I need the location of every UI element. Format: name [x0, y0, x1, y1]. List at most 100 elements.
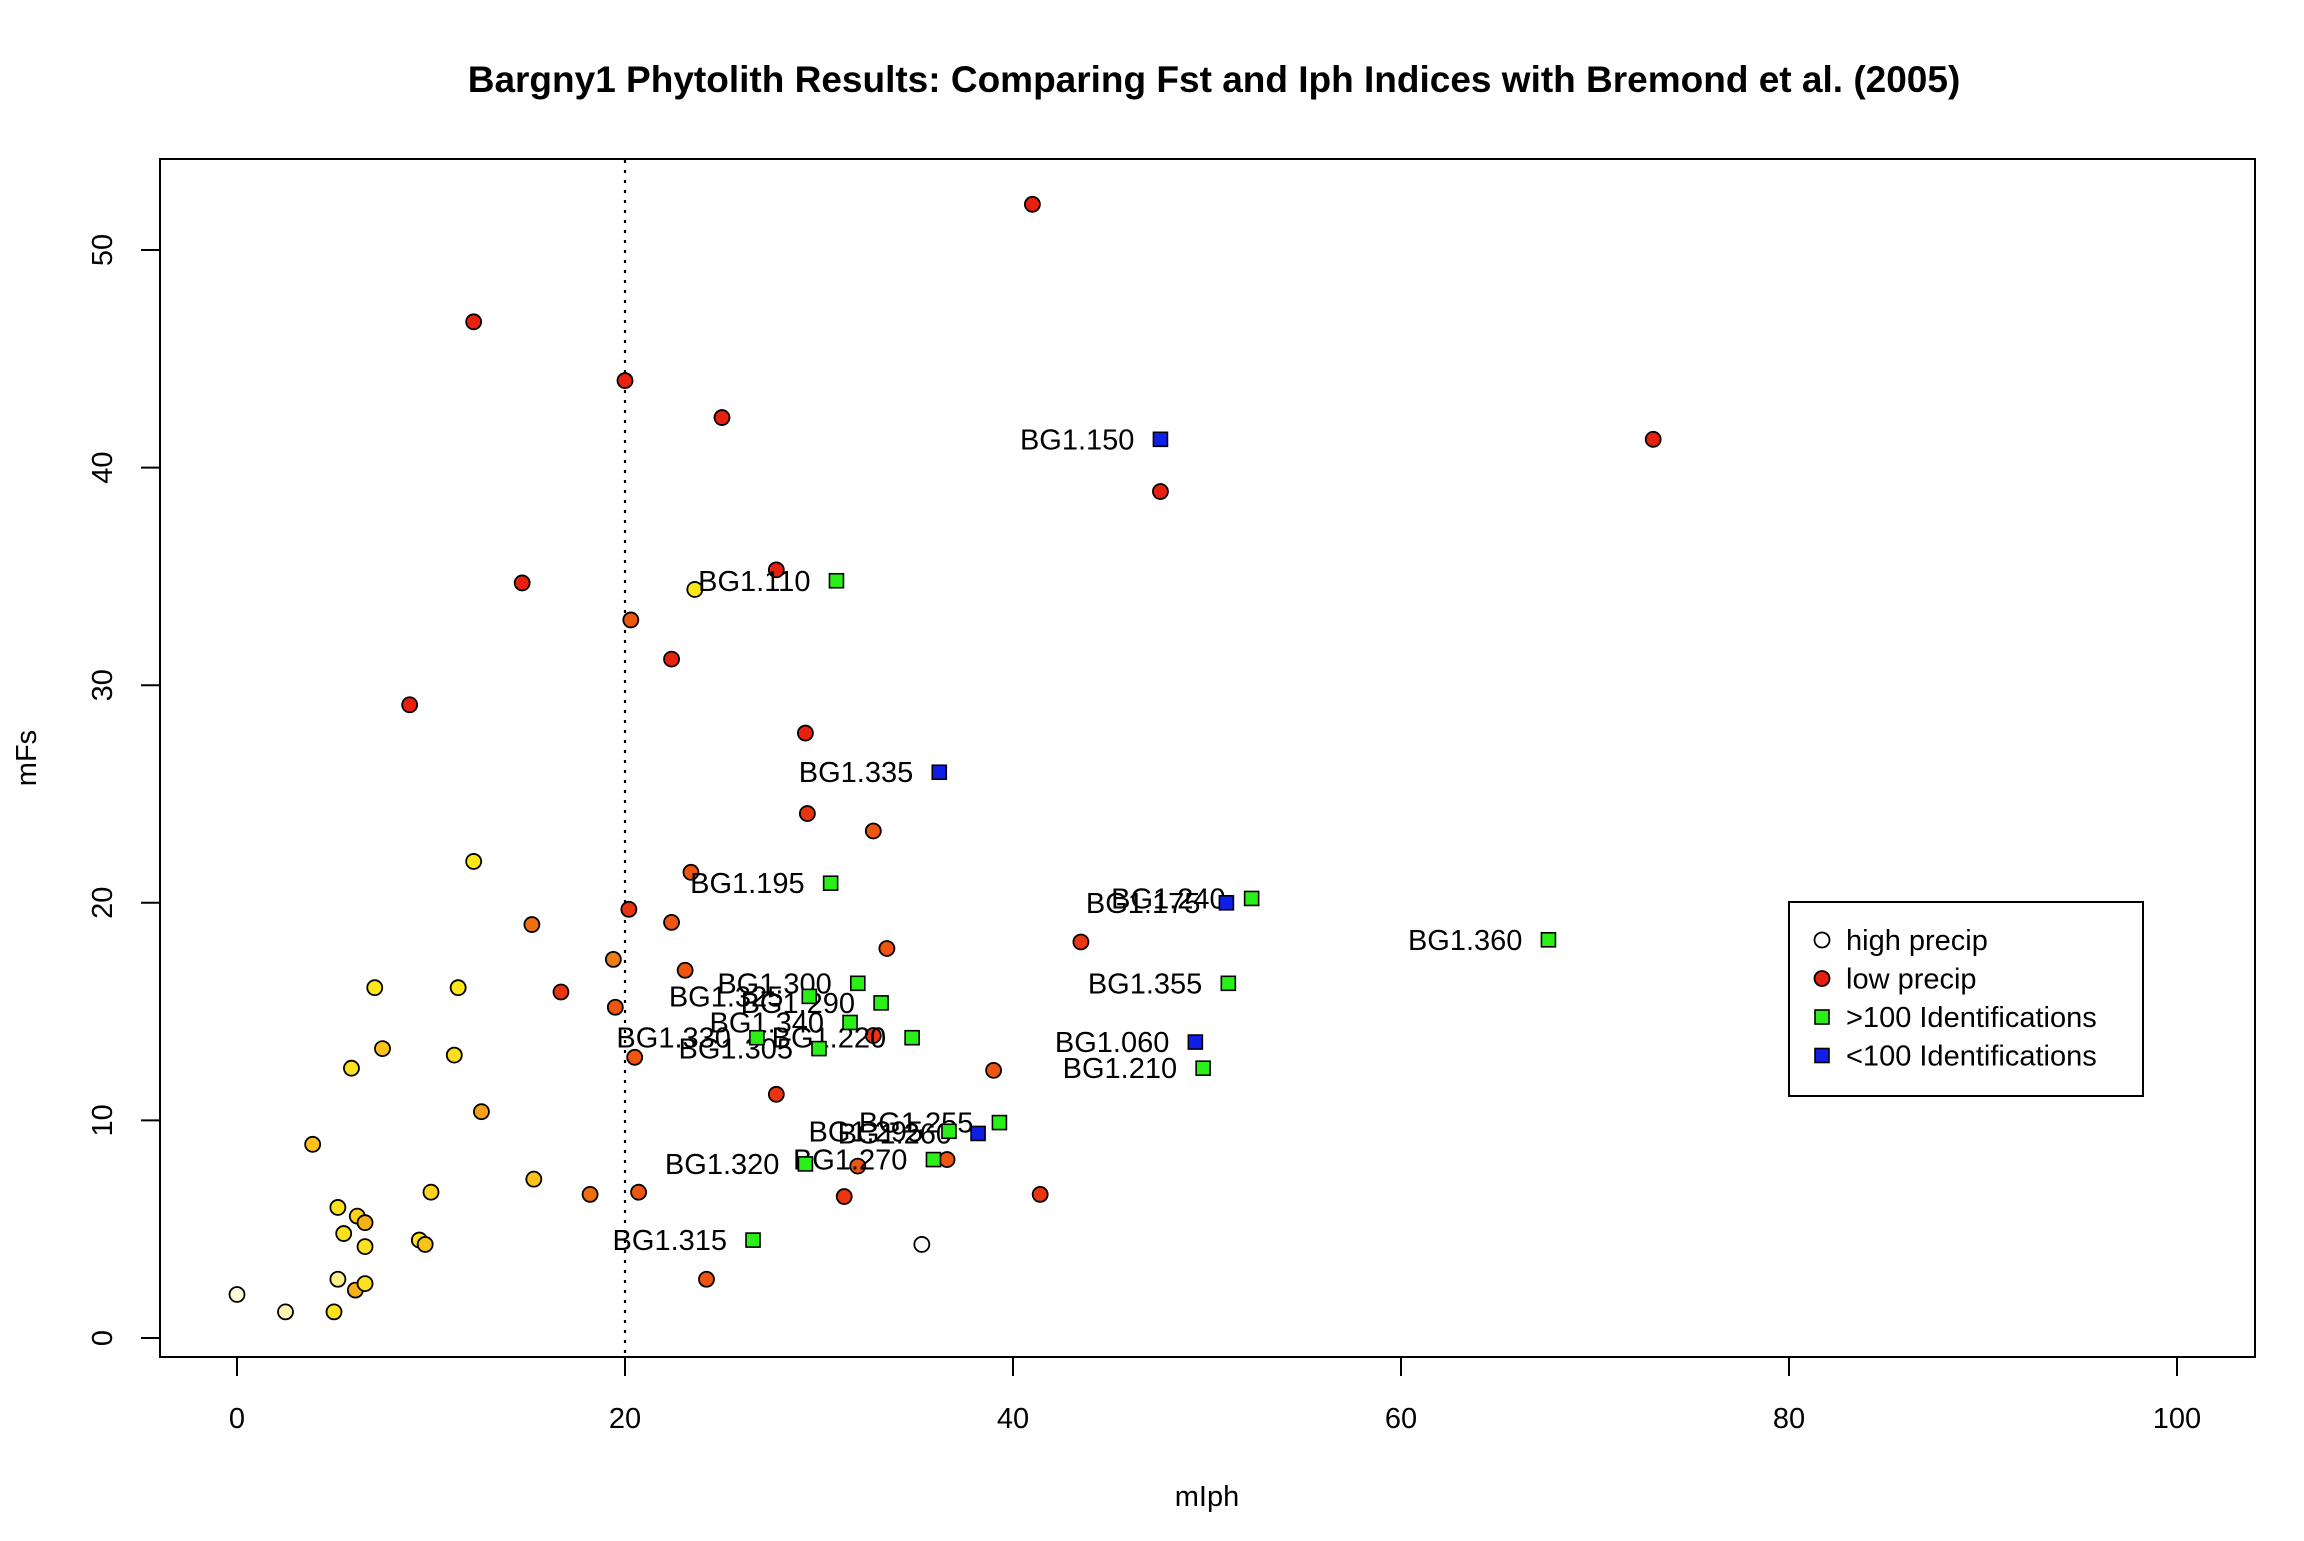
- sample-label: BG1.330: [616, 1023, 730, 1055]
- x-tick-label: 60: [1385, 1403, 1417, 1435]
- reference-point: [1072, 933, 1090, 951]
- sample-point: [1195, 1060, 1211, 1076]
- chart-title: Bargny1 Phytolith Results: Comparing Fst…: [468, 59, 1961, 100]
- reference-point: [1152, 483, 1169, 500]
- sample-label: BG1.060: [1055, 1027, 1169, 1059]
- sample-point: [797, 1156, 814, 1172]
- sample-point: [1540, 931, 1557, 948]
- reference-point: [1031, 1185, 1049, 1203]
- sample-point: [904, 1029, 920, 1046]
- reference-point: [366, 979, 384, 997]
- sample-point: [941, 1123, 957, 1140]
- sample-point: [811, 1040, 827, 1057]
- x-tick-label: 100: [2153, 1403, 2201, 1435]
- reference-point: [465, 313, 483, 331]
- sample-label: BG1.240: [1111, 883, 1225, 915]
- reference-point: [686, 581, 704, 598]
- reference-point: [552, 983, 570, 1001]
- sample-label: BG1.335: [799, 757, 913, 789]
- legend-marker: [1813, 931, 1831, 949]
- sample-labels: BG1.150 BG1.110 BG1.335 BG1.195 BG1.240BG1.1…: [613, 424, 1523, 1257]
- reference-point: [626, 1048, 644, 1066]
- sample-label: BG1.355: [1088, 968, 1202, 1000]
- sample-label: BG1.220: [772, 1023, 886, 1055]
- sample-point: [1218, 894, 1235, 911]
- sample-label: BG1.175: [1086, 888, 1200, 920]
- legend-marker: [1814, 1009, 1830, 1025]
- reference-point: [465, 853, 483, 870]
- sample-label: BG1.325: [669, 981, 783, 1013]
- reference-point: [620, 900, 638, 918]
- reference-point: [329, 1270, 347, 1288]
- y-tick-label: 50: [87, 234, 119, 266]
- sample-point: [745, 1232, 761, 1248]
- reference-point: [473, 1103, 490, 1121]
- reference-point: [663, 913, 680, 931]
- y-tick-label: 20: [87, 887, 119, 919]
- reference-point: [356, 1238, 374, 1256]
- sample-label: BG1.305: [679, 1034, 793, 1066]
- reference-point: [767, 1085, 785, 1103]
- sample-point: [873, 995, 889, 1011]
- legend: high precip low precip >100 Identification…: [1788, 901, 2144, 1097]
- reference-point: [606, 998, 624, 1016]
- reference-points: [228, 195, 1662, 1321]
- reference-point: [663, 650, 680, 668]
- sample-point: [1152, 431, 1169, 448]
- legend-label: <100 Identifications: [1846, 1041, 2097, 1073]
- sample-point: [801, 988, 818, 1005]
- sample-point: [749, 1029, 765, 1046]
- reference-point: [767, 561, 785, 579]
- reference-point: [329, 1199, 347, 1216]
- sample-label: BG1.150: [1020, 424, 1134, 456]
- x-tick-label: 20: [609, 1403, 641, 1435]
- reference-point: [416, 1236, 434, 1253]
- reference-point: [713, 409, 731, 426]
- reference-point: [622, 611, 640, 629]
- reference-point: [356, 1214, 374, 1232]
- reference-point: [374, 1040, 391, 1057]
- reference-point: [401, 696, 419, 714]
- sample-point: [828, 572, 845, 589]
- legend-box: [1788, 901, 2144, 1097]
- reference-point: [797, 724, 814, 742]
- x-tick-label: 80: [1773, 1403, 1805, 1435]
- reference-point: [513, 574, 531, 592]
- sample-label: BG1.110: [698, 566, 810, 598]
- x-tick-label: 0: [229, 1403, 245, 1435]
- reference-point: [698, 1270, 715, 1288]
- reference-point: [985, 1061, 1002, 1079]
- reference-point: [422, 1183, 440, 1201]
- reference-point: [1024, 195, 1041, 213]
- reference-point: [864, 1027, 882, 1044]
- reference-point: [878, 940, 896, 957]
- reference-point: [523, 916, 541, 933]
- x-axis: 0 20 40 60 80 100: [229, 1356, 2201, 1435]
- reference-point: [228, 1286, 246, 1303]
- reference-point: [835, 1188, 853, 1205]
- reference-point: [356, 1275, 374, 1292]
- y-tick-label: 10: [87, 1104, 119, 1136]
- y-tick-label: 40: [87, 451, 119, 483]
- reference-point: [913, 1236, 931, 1253]
- sample-label: BG1.290: [741, 988, 855, 1020]
- sample-label: BG1.295: [808, 1116, 922, 1148]
- reference-point: [277, 1303, 294, 1321]
- legend-label: low precip: [1846, 964, 1977, 996]
- sample-point: [1220, 975, 1237, 992]
- reference-point: [304, 1135, 322, 1153]
- reference-point: [676, 961, 694, 979]
- sample-point: [1243, 890, 1260, 907]
- sample-point: [925, 1151, 942, 1168]
- reference-point: [682, 863, 700, 881]
- sample-points: [745, 431, 1557, 1248]
- reference-point: [343, 1059, 360, 1077]
- y-axis: 0 10 20 30 40 50: [87, 234, 161, 1346]
- reference-point: [525, 1170, 543, 1188]
- legend-label: >100 Identifications: [1846, 1002, 2097, 1034]
- sample-label: BG1.195: [690, 868, 804, 900]
- sample-label: BG1.210: [1063, 1053, 1177, 1085]
- reference-point: [335, 1225, 353, 1242]
- y-tick-label: 0: [87, 1330, 119, 1346]
